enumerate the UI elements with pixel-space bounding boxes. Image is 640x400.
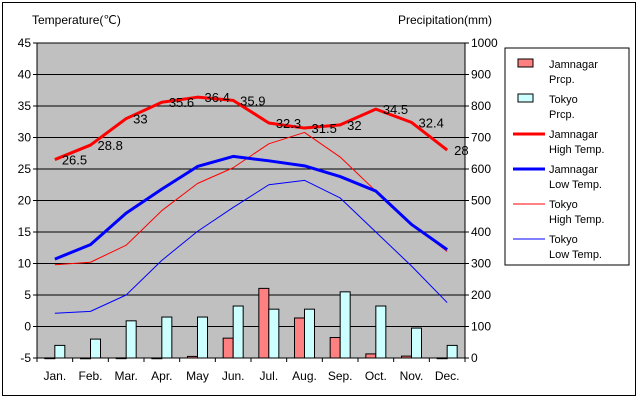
legend-label: Tokyo bbox=[549, 234, 578, 246]
x-tick-label: May bbox=[186, 369, 209, 383]
x-tick-label: Dec. bbox=[435, 369, 460, 383]
y-right-tick-label: 100 bbox=[471, 320, 491, 334]
x-tick-label: Jan. bbox=[43, 369, 66, 383]
y-left-tick-label: 5 bbox=[24, 288, 31, 302]
y-right-tick-label: 800 bbox=[471, 99, 491, 113]
x-tick-label: Sep. bbox=[328, 369, 353, 383]
bar-tokyo-prcp- bbox=[268, 308, 280, 359]
line-tokyo-low-temp- bbox=[54, 179, 448, 314]
y-left-tick-label: 20 bbox=[18, 194, 32, 208]
y-right-tick-label: 1000 bbox=[471, 36, 498, 50]
data-label: 28 bbox=[454, 143, 468, 158]
bar-jamnagar-prcp- bbox=[258, 287, 270, 359]
x-tick-label: Jun. bbox=[222, 369, 245, 383]
x-tick-label: Nov. bbox=[400, 369, 424, 383]
y-left-axis-title: Temperature(℃) bbox=[32, 13, 121, 27]
bar-tokyo-prcp- bbox=[125, 320, 137, 359]
bar-tokyo-prcp- bbox=[339, 291, 351, 359]
data-label: 35.6 bbox=[169, 95, 194, 110]
y-right-tick-label: 300 bbox=[471, 257, 491, 271]
line-jamnagar-low-temp- bbox=[54, 154, 449, 261]
bar-tokyo-prcp- bbox=[54, 344, 66, 359]
y-right-tick-label: 0 bbox=[471, 351, 478, 365]
legend-label: Jamnagar bbox=[549, 59, 598, 71]
bar-tokyo-prcp- bbox=[161, 316, 173, 359]
data-label: 31.5 bbox=[312, 121, 337, 136]
legend-swatch bbox=[517, 93, 534, 103]
y-left-tick-label: 10 bbox=[18, 257, 32, 271]
y-left-tick-label: 25 bbox=[18, 162, 32, 176]
bar-tokyo-prcp- bbox=[375, 305, 387, 359]
x-tick-label: Aug. bbox=[292, 369, 317, 383]
data-label: 28.8 bbox=[98, 138, 123, 153]
y-right-tick-label: 900 bbox=[471, 68, 491, 82]
bar-jamnagar-prcp- bbox=[222, 337, 234, 359]
legend-label: Tokyo bbox=[549, 199, 578, 211]
legend-label: High Temp. bbox=[549, 214, 604, 226]
y-left-tick-label: 40 bbox=[18, 68, 32, 82]
line-jamnagar-high-temp- bbox=[54, 95, 449, 161]
data-label: 32 bbox=[347, 118, 361, 133]
bar-jamnagar-prcp- bbox=[365, 353, 377, 359]
legend-label: Prcp. bbox=[549, 109, 575, 121]
y-left-tick-label: 30 bbox=[18, 131, 32, 145]
data-label: 26.5 bbox=[62, 153, 87, 168]
bar-tokyo-prcp- bbox=[446, 344, 458, 359]
data-label: 36.4 bbox=[205, 90, 230, 105]
y-right-tick-label: 400 bbox=[471, 225, 491, 239]
bar-jamnagar-prcp- bbox=[329, 337, 341, 359]
data-label: 34.5 bbox=[383, 102, 408, 117]
bar-tokyo-prcp- bbox=[90, 338, 101, 359]
legend-label: Prcp. bbox=[549, 74, 575, 86]
y-right-tick-label: 500 bbox=[471, 194, 491, 208]
y-left-tick-label: 0 bbox=[24, 320, 31, 334]
legend-label: High Temp. bbox=[549, 144, 604, 156]
y-right-axis-title: Precipitation(mm) bbox=[398, 13, 492, 27]
legend-label: Low Temp. bbox=[549, 249, 602, 261]
x-tick-label: Jul. bbox=[259, 369, 278, 383]
bar-jamnagar-prcp- bbox=[294, 317, 305, 359]
x-tick-label: Oct. bbox=[365, 369, 387, 383]
data-label: 32.4 bbox=[419, 115, 444, 130]
bar-tokyo-prcp- bbox=[304, 308, 315, 359]
y-right-tick-label: 700 bbox=[471, 131, 491, 145]
y-left-tick-label: 45 bbox=[18, 36, 32, 50]
bar-tokyo-prcp- bbox=[411, 327, 422, 359]
data-label: 33 bbox=[133, 112, 147, 127]
y-left-tick-label: -5 bbox=[20, 351, 31, 365]
y-left-tick-label: 35 bbox=[18, 99, 32, 113]
x-tick-label: Apr. bbox=[151, 369, 172, 383]
legend-label: Low Temp. bbox=[549, 179, 602, 191]
legend-label: Tokyo bbox=[549, 94, 578, 106]
data-label: 32.3 bbox=[276, 116, 301, 131]
bar-tokyo-prcp- bbox=[197, 316, 208, 359]
y-left-tick-label: 15 bbox=[18, 225, 32, 239]
bar-tokyo-prcp- bbox=[232, 305, 244, 359]
legend-label: Jamnagar bbox=[549, 164, 598, 176]
legend-box bbox=[504, 47, 630, 266]
legend-label: Jamnagar bbox=[549, 129, 598, 141]
y-right-tick-label: 600 bbox=[471, 162, 491, 176]
data-label: 35.9 bbox=[240, 93, 265, 108]
y-right-tick-label: 200 bbox=[471, 288, 491, 302]
x-tick-label: Feb. bbox=[78, 369, 102, 383]
legend-swatch bbox=[517, 58, 534, 68]
x-tick-label: Mar. bbox=[114, 369, 137, 383]
